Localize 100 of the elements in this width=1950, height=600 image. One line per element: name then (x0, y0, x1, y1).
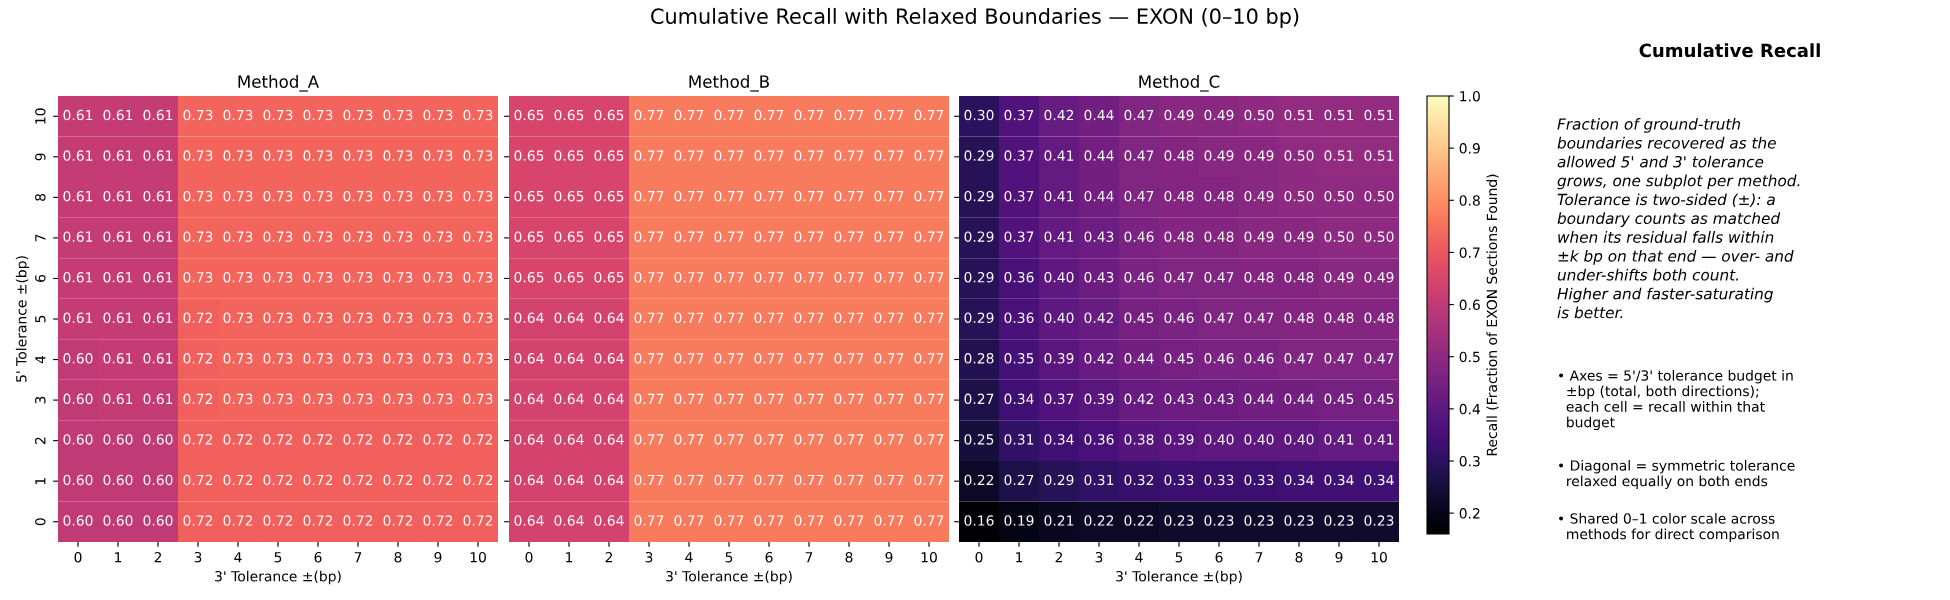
data-label: 0.33 (1244, 474, 1274, 486)
data-label: 0.77 (674, 231, 704, 242)
data-label: 0.73 (383, 353, 413, 364)
y-tick-label: 8 (35, 193, 46, 201)
data-label: 0.72 (423, 434, 453, 445)
x-tick-label: 1 (566, 552, 573, 563)
data-label: 0.61 (143, 312, 173, 324)
data-label: 0.45 (1364, 393, 1394, 405)
data-label: 0.77 (754, 434, 784, 445)
data-label: 0.61 (103, 109, 133, 121)
data-label: 0.77 (714, 393, 744, 405)
data-label: 0.28 (964, 353, 994, 364)
data-label: 0.49 (1364, 271, 1394, 283)
y-tick-label: 10 (35, 108, 46, 124)
y-tick-label: 1 (35, 478, 46, 485)
data-label: 0.61 (103, 190, 133, 202)
data-label: 0.40 (1284, 434, 1314, 445)
data-label: 0.61 (63, 190, 93, 202)
data-label: 0.77 (794, 109, 824, 121)
data-label: 0.42 (1044, 109, 1074, 121)
data-label: 0.41 (1044, 231, 1074, 242)
data-label: 0.47 (1324, 353, 1354, 364)
x-tick-label: 8 (845, 551, 853, 563)
data-label: 0.77 (874, 109, 904, 121)
data-label: 0.43 (1164, 393, 1194, 405)
data-label: 0.40 (1044, 271, 1074, 283)
data-label: 0.21 (1044, 515, 1074, 526)
data-label: 0.42 (1124, 393, 1154, 405)
y-tick-label: 7 (35, 234, 46, 242)
data-label: 0.77 (674, 312, 704, 324)
data-label: 0.64 (554, 353, 584, 364)
data-label: 0.72 (343, 474, 373, 486)
data-label: 0.73 (263, 190, 293, 202)
data-label: 0.49 (1244, 231, 1274, 242)
data-label: 0.73 (343, 109, 373, 121)
data-label: 0.23 (1324, 515, 1354, 526)
text: • Diagonal = symmetric tolerance relaxed equally on both ends (1559, 460, 1795, 489)
data-label: 0.77 (834, 271, 864, 283)
data-label: 0.77 (794, 393, 824, 405)
data-label: 0.73 (223, 109, 253, 121)
data-label: 0.29 (964, 271, 994, 283)
data-label: 0.77 (674, 515, 704, 526)
data-label: 0.73 (223, 150, 253, 161)
data-label: 0.72 (343, 434, 373, 445)
data-label: 0.77 (874, 271, 904, 283)
data-label: 0.73 (183, 109, 213, 121)
data-label: 0.73 (303, 231, 333, 242)
data-label: 0.77 (754, 393, 784, 405)
color-bar-label: 0.2 (1459, 508, 1480, 519)
data-label: 0.34 (1364, 474, 1394, 486)
data-label: 0.29 (964, 150, 994, 161)
data-label: 0.23 (1284, 515, 1314, 526)
data-label: 0.73 (263, 271, 293, 283)
data-label: 0.65 (514, 271, 544, 283)
y-tick-label: 9 (35, 153, 46, 161)
data-label: 0.33 (1164, 474, 1194, 486)
data-label: 0.48 (1204, 190, 1234, 202)
data-label: 0.27 (1004, 474, 1034, 486)
data-label: 0.49 (1164, 109, 1194, 121)
data-label: 0.47 (1284, 353, 1314, 364)
data-label: 0.72 (383, 515, 413, 526)
data-label: 0.77 (674, 109, 704, 121)
data-label: 0.65 (554, 271, 584, 283)
data-label: 0.77 (714, 474, 744, 486)
data-label: 0.47 (1204, 271, 1234, 283)
data-label: 0.72 (183, 474, 213, 486)
data-label: 0.64 (514, 312, 544, 324)
data-label: 0.72 (303, 474, 333, 486)
data-label: 0.72 (463, 515, 493, 526)
data-label: 0.65 (594, 109, 624, 121)
data-label: 0.22 (964, 474, 994, 486)
data-label: 0.73 (263, 231, 293, 242)
data-label: 0.41 (1044, 150, 1074, 161)
data-label: 0.77 (874, 231, 904, 242)
x-axis-title: 3' Tolerance ±(bp) (1116, 570, 1242, 585)
data-label: 0.73 (463, 190, 493, 202)
data-label: 0.73 (343, 271, 373, 283)
data-label: 0.50 (1244, 109, 1274, 121)
data-label: 0.77 (634, 271, 664, 283)
data-label: 0.77 (634, 474, 664, 486)
data-label: 0.47 (1364, 353, 1394, 364)
x-tick-label: 7 (805, 552, 813, 563)
text: Cumulative Recall with Relaxed Boundaries — EXON (0–10 bp) (651, 7, 1299, 29)
data-label: 0.77 (714, 434, 744, 445)
data-label: 0.73 (343, 150, 373, 161)
x-tick-label: 8 (1295, 551, 1303, 563)
data-label: 0.73 (263, 109, 293, 121)
data-label: 0.33 (1204, 474, 1234, 486)
data-label: 0.40 (1044, 312, 1074, 324)
x-tick-label: 7 (1255, 552, 1263, 563)
data-label: 0.29 (964, 190, 994, 202)
data-label: 0.73 (463, 271, 493, 283)
data-label: 0.27 (964, 393, 994, 405)
data-label: 0.32 (1124, 474, 1154, 486)
data-label: 0.50 (1324, 190, 1354, 202)
data-label: 0.77 (874, 353, 904, 364)
data-label: 0.77 (674, 474, 704, 486)
data-label: 0.41 (1324, 434, 1354, 445)
data-label: 0.77 (674, 353, 704, 364)
data-label: 0.77 (714, 190, 744, 202)
